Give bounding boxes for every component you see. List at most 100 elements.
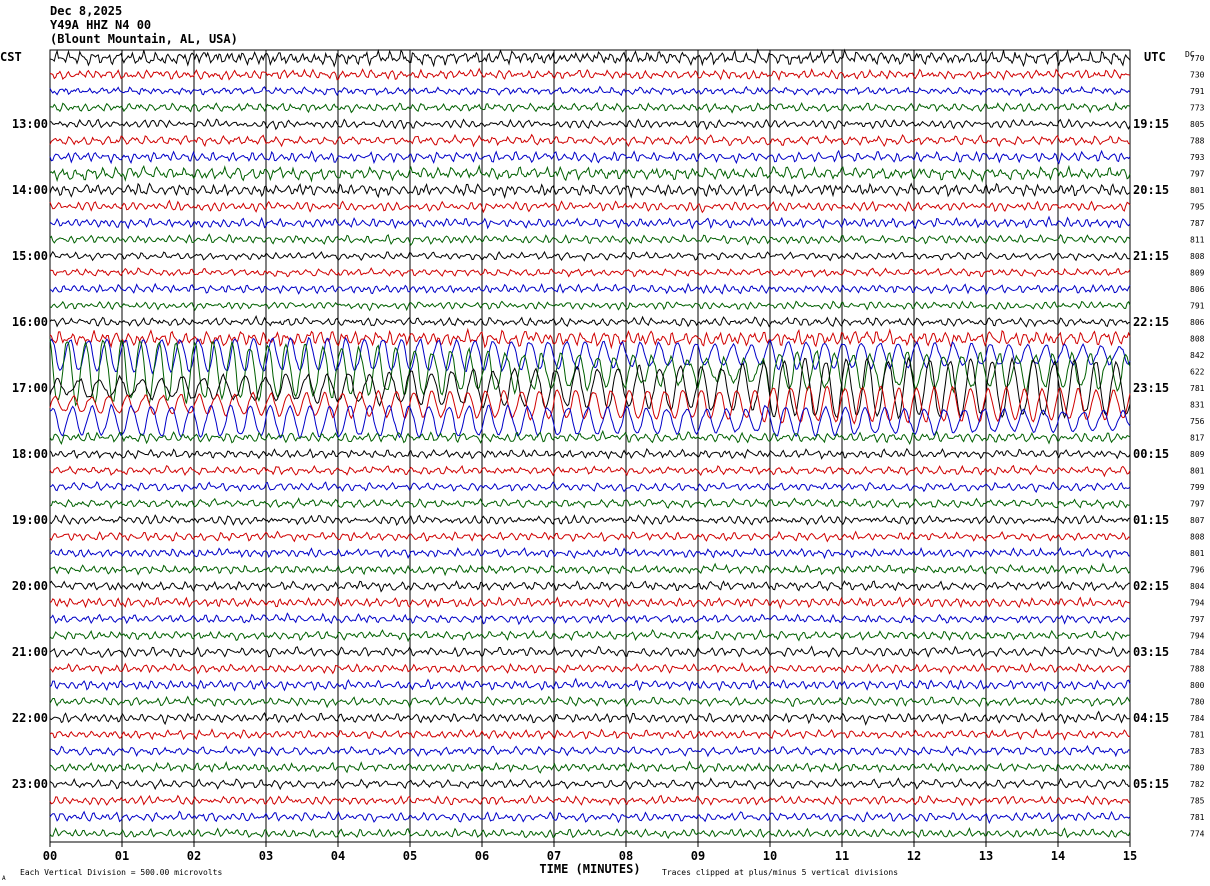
dc-value-label: 791 (1190, 302, 1205, 311)
x-tick-label: 11 (835, 849, 849, 863)
cst-hour-label: 22:00 (12, 711, 48, 725)
trace-row-27 (49, 480, 1131, 493)
trace-row-15 (49, 282, 1131, 296)
trace-row-31 (49, 546, 1131, 560)
dc-value-label: 807 (1190, 516, 1205, 525)
trace-row-20 (49, 339, 1131, 407)
trace-row-36 (49, 629, 1131, 643)
trace-row-32 (49, 562, 1131, 577)
dc-value-label: 842 (1190, 351, 1205, 360)
cst-hour-label: 15:00 (12, 249, 48, 263)
trace-row-8 (49, 164, 1131, 183)
dc-value-label: 756 (1190, 417, 1205, 426)
trace-row-44 (49, 760, 1131, 774)
trace-row-16 (49, 300, 1131, 312)
trace-row-13 (49, 250, 1131, 262)
utc-hour-label: 03:15 (1133, 645, 1169, 659)
dc-value-label: 787 (1190, 219, 1205, 228)
x-tick-label: 14 (1051, 849, 1065, 863)
trace-row-17 (49, 314, 1131, 328)
trace-row-47 (49, 810, 1131, 825)
dc-value-label: 782 (1190, 780, 1205, 789)
dc-value-label: 806 (1190, 318, 1205, 327)
dc-value-label: 780 (1190, 764, 1205, 773)
cst-hour-label: 13:00 (12, 117, 48, 131)
dc-value-label: 783 (1190, 747, 1205, 756)
utc-hour-label: 00:15 (1133, 447, 1169, 461)
trace-row-45 (49, 777, 1131, 791)
scale-note: Each Vertical Division = 500.00 microvol… (20, 868, 222, 877)
utc-hour-label: 05:15 (1133, 777, 1169, 791)
trace-row-29 (49, 514, 1131, 526)
trace-row-18 (49, 327, 1131, 350)
dc-value-label: 788 (1190, 137, 1205, 146)
cst-hour-label: 20:00 (12, 579, 48, 593)
cst-hour-label: 19:00 (12, 513, 48, 527)
x-tick-label: 00 (43, 849, 57, 863)
dc-value-label: 781 (1190, 384, 1205, 393)
utc-hour-label: 19:15 (1133, 117, 1169, 131)
corner-mark: A (2, 875, 6, 882)
cst-hour-labels: 13:00 14:00 15:00 16:00 17:00 18:00 19:00 20:00… (12, 117, 48, 791)
cst-hour-label: 14:00 (12, 183, 48, 197)
cst-hour-label: 16:00 (12, 315, 48, 329)
clip-note: Traces clipped at plus/minus 5 vertical … (662, 868, 898, 877)
trace-row-2 (49, 67, 1131, 82)
dc-value-label: 797 (1190, 615, 1205, 624)
trace-row-25 (49, 447, 1131, 460)
trace-row-6 (49, 133, 1131, 148)
trace-row-7 (49, 149, 1131, 165)
dc-value-label: 805 (1190, 120, 1205, 129)
x-tick-label: 06 (475, 849, 489, 863)
x-tick-label: 05 (403, 849, 417, 863)
trace-row-38 (49, 662, 1131, 675)
trace-row-9 (49, 182, 1131, 199)
trace-row-5 (49, 118, 1131, 131)
trace-row-21 (49, 356, 1131, 420)
trace-row-37 (49, 645, 1131, 658)
plot-frame (49, 49, 1131, 843)
x-tick-label: 04 (331, 849, 345, 863)
trace-row-11 (49, 215, 1131, 230)
dc-value-label: 801 (1190, 549, 1205, 558)
right-timezone-label: UTC (1144, 50, 1166, 64)
dc-value-label: 808 (1190, 533, 1205, 542)
dc-header-label: DC (1185, 50, 1195, 59)
dc-value-label: 773 (1190, 104, 1205, 113)
dc-value-label: 811 (1190, 236, 1205, 245)
dc-value-label: 781 (1190, 813, 1205, 822)
x-axis-ticks: 00 01 02 03 04 05 06 07 08 09 10 11 12 13 14 15 (43, 842, 1137, 863)
dc-offset-labels: 770 730 791 773 805 788 793 797 801 795 787 811 808 8… (1190, 54, 1205, 839)
dc-value-label: 774 (1190, 830, 1205, 839)
seismic-traces (49, 48, 1131, 840)
trace-row-40 (49, 695, 1131, 709)
utc-hour-label: 02:15 (1133, 579, 1169, 593)
trace-row-41 (49, 710, 1131, 726)
dc-value-label: 808 (1190, 335, 1205, 344)
dc-value-label: 799 (1190, 483, 1205, 492)
dc-value-label: 730 (1190, 71, 1205, 80)
trace-row-48 (49, 826, 1131, 840)
minute-grid (121, 50, 1059, 842)
x-tick-label: 10 (763, 849, 777, 863)
trace-row-10 (49, 199, 1131, 214)
left-timezone-label: CST (0, 50, 22, 64)
utc-hour-label: 22:15 (1133, 315, 1169, 329)
trace-row-4 (49, 101, 1131, 114)
x-tick-label: 09 (691, 849, 705, 863)
cst-hour-label: 18:00 (12, 447, 48, 461)
dc-value-label: 781 (1190, 731, 1205, 740)
trace-row-22 (49, 385, 1131, 425)
trace-row-19 (49, 336, 1131, 375)
dc-value-label: 770 (1190, 54, 1205, 63)
header-date: Dec 8,2025 (50, 4, 123, 18)
dc-value-label: 797 (1190, 170, 1205, 179)
trace-row-42 (49, 728, 1131, 741)
x-tick-label: 01 (115, 849, 129, 863)
trace-row-23 (49, 403, 1131, 440)
trace-row-14 (49, 267, 1131, 278)
dc-value-label: 784 (1190, 648, 1205, 657)
dc-value-label: 796 (1190, 566, 1205, 575)
dc-value-label: 809 (1190, 269, 1205, 278)
dc-value-label: 831 (1190, 401, 1205, 410)
